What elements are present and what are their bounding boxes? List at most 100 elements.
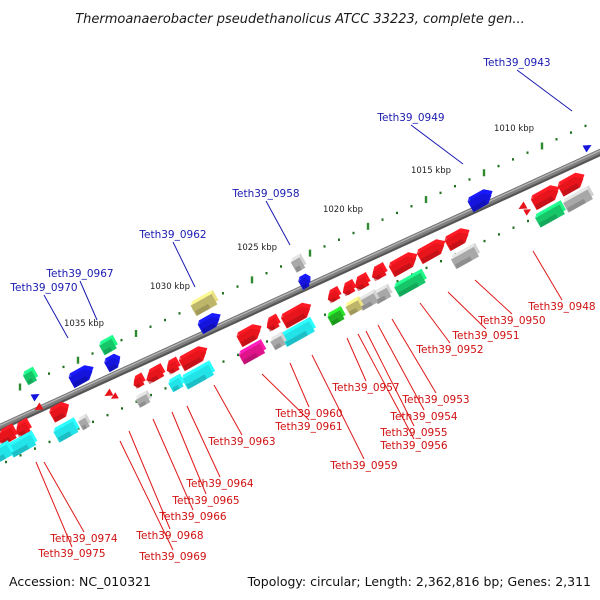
gene-block[interactable] bbox=[324, 286, 343, 304]
gene-block[interactable] bbox=[189, 289, 220, 317]
gene-arrow-small[interactable] bbox=[523, 206, 533, 216]
gene-block[interactable] bbox=[297, 272, 315, 290]
gene-block[interactable] bbox=[67, 362, 98, 389]
gene-label-top[interactable]: Teth39_0962 bbox=[138, 229, 206, 241]
gene-block[interactable] bbox=[562, 185, 596, 213]
gene-label-top[interactable]: Teth39_0970 bbox=[9, 282, 77, 294]
gene-block[interactable] bbox=[48, 399, 74, 423]
scale-minor-tick bbox=[164, 387, 167, 390]
gene-block[interactable] bbox=[344, 296, 365, 316]
callout-line bbox=[391, 318, 437, 394]
gene-label-bottom[interactable]: Teth39_0964 bbox=[185, 478, 254, 490]
gene-block[interactable] bbox=[130, 372, 147, 390]
gene-arrow-small[interactable] bbox=[109, 392, 119, 402]
scale-minor-tick bbox=[48, 372, 50, 375]
gene-label-bottom[interactable]: Teth39_0950 bbox=[477, 315, 545, 327]
gene-block[interactable] bbox=[98, 334, 120, 356]
gene-block[interactable] bbox=[196, 310, 225, 335]
scale-minor-tick bbox=[352, 231, 355, 235]
gene-block[interactable] bbox=[0, 440, 15, 466]
gene-label-bottom[interactable]: Teth39_0969 bbox=[138, 551, 206, 563]
gene-block[interactable] bbox=[556, 169, 589, 197]
gene-block[interactable] bbox=[235, 321, 266, 348]
gene-label-top[interactable]: Teth39_0958 bbox=[231, 188, 299, 200]
gene-block[interactable] bbox=[466, 186, 497, 213]
gene-block[interactable] bbox=[21, 366, 39, 386]
gene-label-bottom[interactable]: Teth39_0955 bbox=[379, 427, 447, 439]
callout-line bbox=[346, 337, 367, 382]
scale-minor-tick bbox=[149, 325, 152, 328]
callout-line bbox=[119, 440, 174, 551]
gene-block[interactable] bbox=[142, 363, 167, 385]
gene-block[interactable] bbox=[263, 313, 282, 333]
gene-block[interactable] bbox=[103, 352, 125, 373]
gene-block[interactable] bbox=[415, 236, 449, 265]
gene-arrow-small[interactable] bbox=[582, 142, 594, 153]
callout-line bbox=[289, 362, 310, 408]
gene-label-top[interactable]: Teth39_0967 bbox=[45, 268, 113, 280]
gene-block[interactable] bbox=[12, 417, 34, 439]
gene-label-bottom[interactable]: Teth39_0961 bbox=[274, 421, 342, 433]
gene-label-bottom[interactable]: Teth39_0959 bbox=[329, 460, 397, 472]
gene-block[interactable] bbox=[280, 316, 318, 348]
gene-label-bottom[interactable]: Teth39_0953 bbox=[401, 394, 469, 406]
scale-major-tick bbox=[424, 196, 428, 204]
gene-block[interactable] bbox=[0, 423, 19, 447]
gene-arrow-small[interactable] bbox=[517, 201, 528, 213]
gene-block[interactable] bbox=[387, 249, 421, 278]
scale-minor-tick bbox=[512, 226, 515, 229]
gene-block[interactable] bbox=[269, 331, 288, 351]
gene-block[interactable] bbox=[393, 268, 429, 298]
gene-block[interactable] bbox=[167, 373, 186, 393]
gene-block[interactable] bbox=[534, 200, 568, 228]
gene-label-bottom[interactable]: Teth39_0966 bbox=[158, 511, 227, 523]
gene-block[interactable] bbox=[181, 360, 217, 390]
gene-arrow-small[interactable] bbox=[103, 388, 114, 400]
scale-minor-tick bbox=[396, 280, 399, 283]
gene-label-bottom[interactable]: Teth39_0957 bbox=[331, 382, 399, 394]
gene-block[interactable] bbox=[450, 242, 482, 270]
gene-label-bottom[interactable]: Teth39_0975 bbox=[37, 548, 105, 560]
scale-minor-tick bbox=[570, 131, 572, 134]
gene-block[interactable] bbox=[280, 299, 316, 329]
scale-label: 1035 kbp bbox=[64, 319, 104, 329]
gene-label-bottom[interactable]: Teth39_0963 bbox=[207, 436, 275, 448]
gene-label-top[interactable]: Teth39_0949 bbox=[376, 112, 444, 124]
gene-label-bottom[interactable]: Teth39_0968 bbox=[135, 530, 203, 542]
gene-block[interactable] bbox=[177, 343, 211, 372]
gene-block[interactable] bbox=[289, 253, 308, 273]
gene-arrow-small[interactable] bbox=[30, 391, 42, 402]
gene-label-bottom[interactable]: Teth39_0965 bbox=[171, 495, 239, 507]
gene-label-bottom[interactable]: Teth39_0956 bbox=[379, 440, 448, 452]
scale-minor-tick bbox=[237, 353, 239, 357]
gene-label-bottom[interactable]: Teth39_0952 bbox=[415, 344, 483, 356]
gene-block[interactable] bbox=[6, 430, 39, 458]
gene-block[interactable] bbox=[52, 417, 81, 443]
gene-label-bottom[interactable]: Teth39_0974 bbox=[49, 533, 118, 545]
scale-minor-tick bbox=[222, 360, 225, 363]
gene-arrow-small[interactable] bbox=[33, 402, 44, 414]
gene-block[interactable] bbox=[368, 262, 389, 282]
gene-block[interactable] bbox=[237, 339, 267, 365]
scale-minor-tick bbox=[323, 245, 326, 248]
gene-block[interactable] bbox=[326, 306, 347, 326]
callout-lines bbox=[35, 69, 573, 551]
scale-minor-tick bbox=[527, 219, 529, 223]
scale-minor-tick bbox=[555, 138, 558, 141]
gene-block[interactable] bbox=[443, 225, 474, 252]
gene-block[interactable] bbox=[163, 356, 182, 376]
gene-block[interactable] bbox=[134, 390, 153, 408]
scale-minor-tick bbox=[483, 239, 486, 243]
gene-label-top[interactable]: Teth39_0943 bbox=[482, 57, 550, 69]
gene-label-bottom[interactable]: Teth39_0948 bbox=[527, 301, 595, 313]
gene-block[interactable] bbox=[529, 182, 563, 211]
gene-block[interactable] bbox=[351, 272, 372, 292]
gene-track bbox=[0, 142, 596, 466]
callout-line bbox=[365, 330, 415, 427]
gene-label-bottom[interactable]: Teth39_0954 bbox=[389, 411, 458, 423]
gene-label-bottom[interactable]: Teth39_0960 bbox=[274, 408, 342, 420]
gene-label-bottom[interactable]: Teth39_0951 bbox=[451, 330, 519, 342]
gene-block[interactable] bbox=[339, 279, 358, 297]
gene-block[interactable] bbox=[356, 289, 381, 311]
gene-block[interactable] bbox=[77, 413, 93, 431]
